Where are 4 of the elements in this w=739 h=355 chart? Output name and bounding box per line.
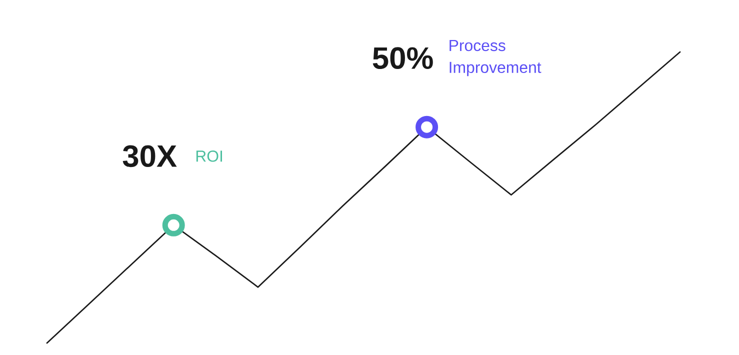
annotation: 30X bbox=[122, 145, 177, 168]
annotation: Process Improvement bbox=[450, 40, 542, 76]
annotation: 50% bbox=[372, 47, 433, 70]
annotation: ROI bbox=[196, 150, 222, 162]
